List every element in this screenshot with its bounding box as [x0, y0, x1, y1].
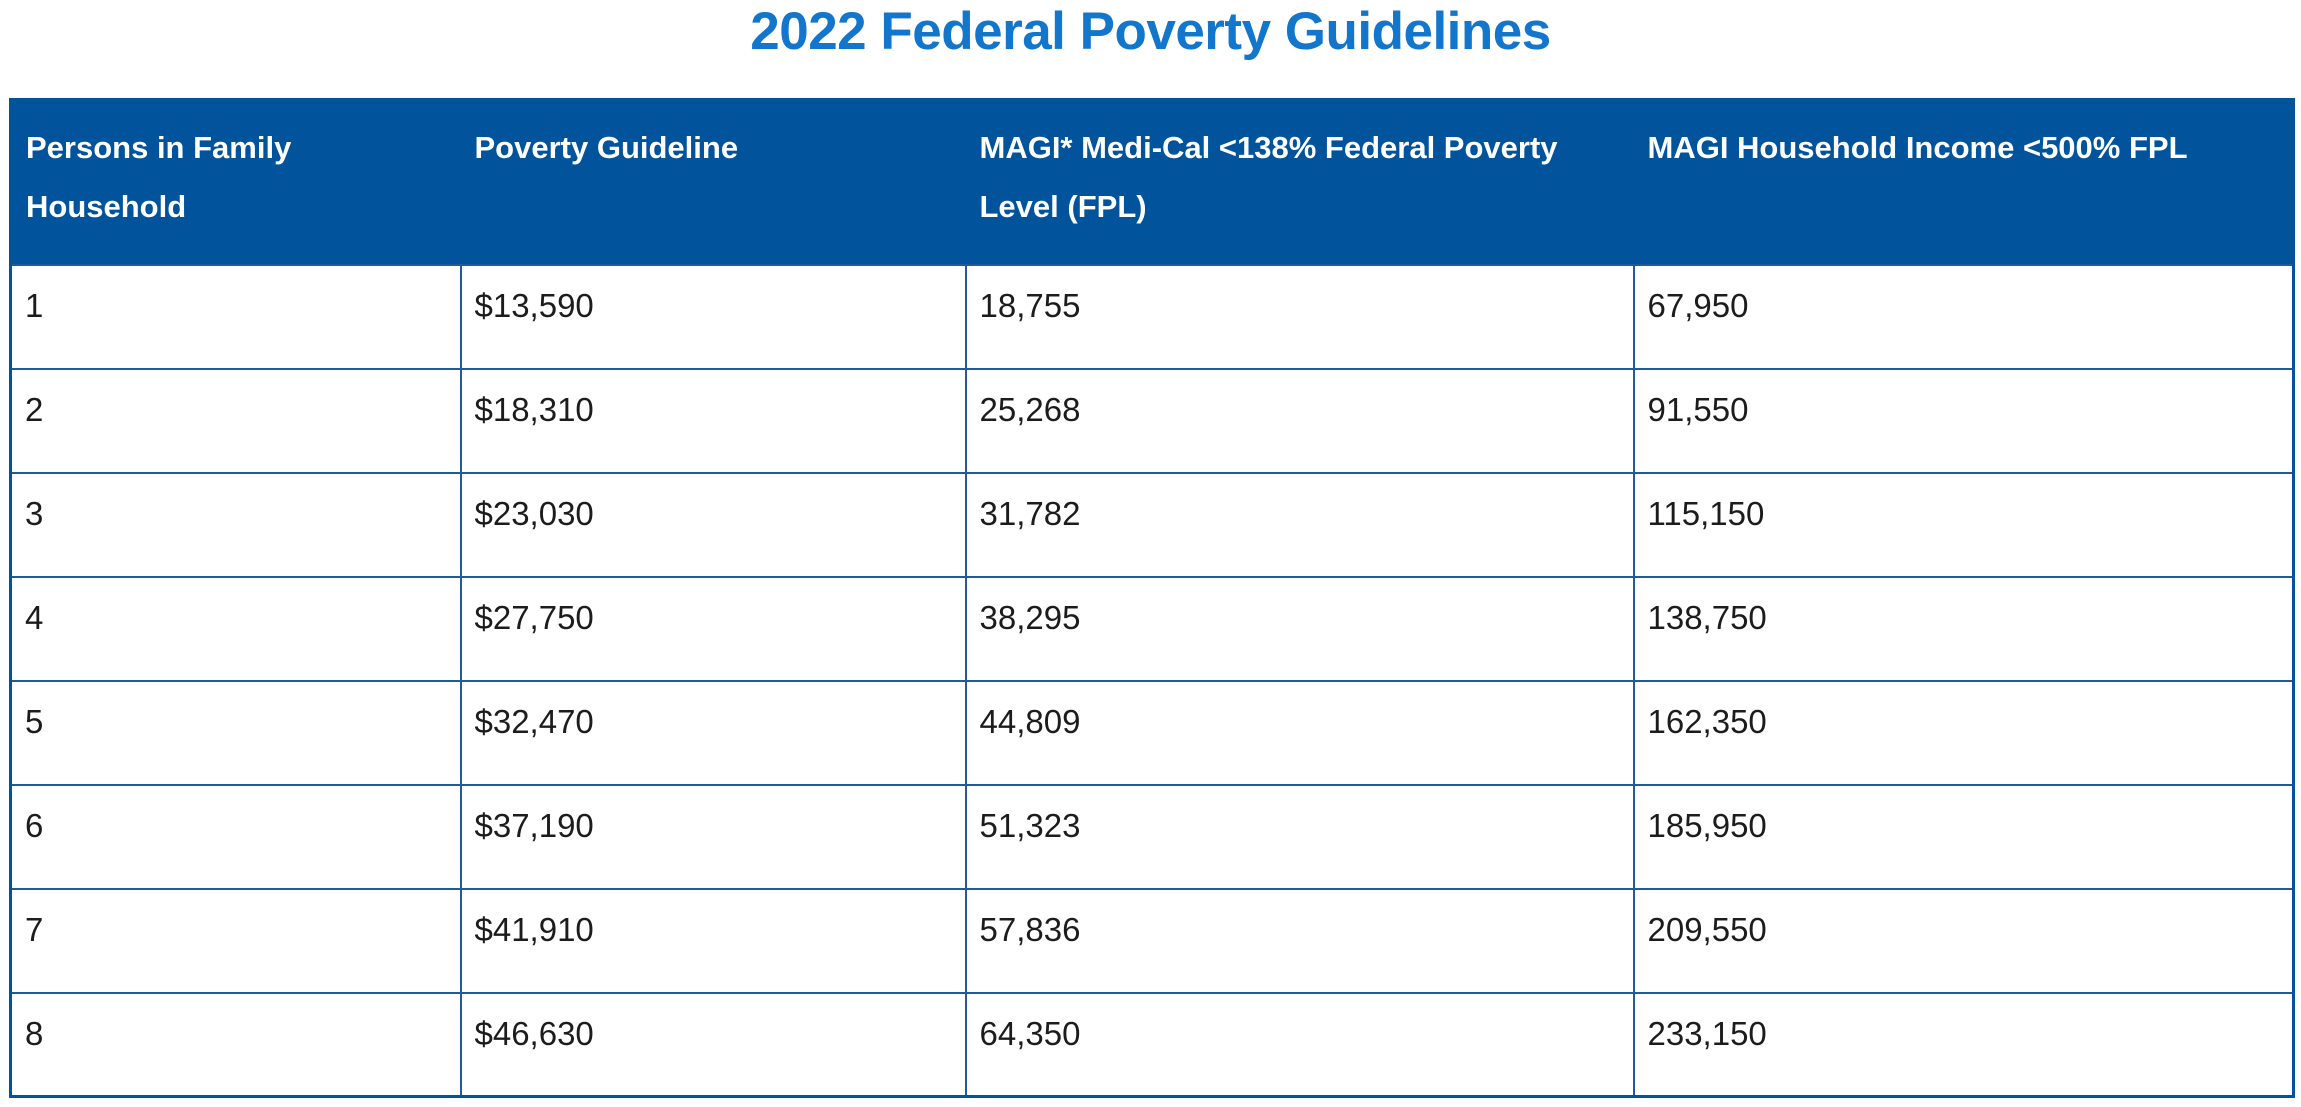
table-row: 5 $32,470 44,809 162,350: [9, 679, 2295, 786]
table-cell: 7: [9, 887, 462, 994]
table-cell: $41,910: [459, 887, 967, 994]
table-cell: 38,295: [964, 575, 1635, 682]
table-cell: 67,950: [1632, 263, 2295, 370]
table-cell: 115,150: [1632, 471, 2295, 578]
table-cell: 44,809: [964, 679, 1635, 786]
table-row: 4 $27,750 38,295 138,750: [9, 575, 2295, 682]
table-body: 1 $13,590 18,755 67,950 2 $18,310 25,268 91,550…: [9, 263, 2295, 1098]
table-row: 2 $18,310 25,268 91,550: [9, 367, 2295, 474]
table-row: 6 $37,190 51,323 185,950: [9, 783, 2295, 890]
table-cell: $23,030: [459, 471, 967, 578]
table-cell: 2: [9, 367, 462, 474]
table-cell: 233,150: [1632, 991, 2295, 1098]
table-header: Persons in Family Household Poverty Guid…: [10, 99, 2294, 265]
table-row: 8 $46,630 64,350 233,150: [9, 991, 2295, 1098]
col-header-persons-in-family-household: Persons in Family Household: [10, 99, 461, 265]
table-cell: 57,836: [964, 887, 1635, 994]
table-cell: 51,323: [964, 783, 1635, 890]
poverty-guidelines-table-container: Persons in Family Household Poverty Guid…: [9, 98, 2295, 1098]
page-title: 2022 Federal Poverty Guidelines: [750, 2, 1551, 61]
table-cell: $32,470: [459, 679, 967, 786]
table-cell: 138,750: [1632, 575, 2295, 682]
table-cell: 209,550: [1632, 887, 2295, 994]
table-cell: 3: [9, 471, 462, 578]
table-cell: 31,782: [964, 471, 1635, 578]
table-cell: $18,310: [459, 367, 967, 474]
table-cell: $46,630: [459, 991, 967, 1098]
table-cell: 6: [9, 783, 462, 890]
table-cell: 18,755: [964, 263, 1635, 370]
table-cell: 64,350: [964, 991, 1635, 1098]
col-header-magi-medical-138-fpl: MAGI* Medi-Cal <138% Federal Poverty Lev…: [965, 99, 1634, 265]
table-cell: 185,950: [1632, 783, 2295, 890]
table-cell: 1: [9, 263, 462, 370]
table-row: 7 $41,910 57,836 209,550: [9, 887, 2295, 994]
table-cell: $37,190: [459, 783, 967, 890]
table-cell: 4: [9, 575, 462, 682]
table-cell: 5: [9, 679, 462, 786]
table-row: 1 $13,590 18,755 67,950: [9, 263, 2295, 370]
poverty-guidelines-table: Persons in Family Household Poverty Guid…: [9, 98, 2295, 1098]
table-cell: 162,350: [1632, 679, 2295, 786]
table-cell: 25,268: [964, 367, 1635, 474]
col-header-poverty-guideline: Poverty Guideline: [460, 99, 966, 265]
table-header-row: Persons in Family Household Poverty Guid…: [10, 99, 2294, 265]
table-cell: $13,590: [459, 263, 967, 370]
table-cell: $27,750: [459, 575, 967, 682]
col-header-magi-household-income-500-fpl: MAGI Household Income <500% FPL: [1633, 99, 2294, 265]
table-row: 3 $23,030 31,782 115,150: [9, 471, 2295, 578]
table-cell: 8: [9, 991, 462, 1098]
table-cell: 91,550: [1632, 367, 2295, 474]
